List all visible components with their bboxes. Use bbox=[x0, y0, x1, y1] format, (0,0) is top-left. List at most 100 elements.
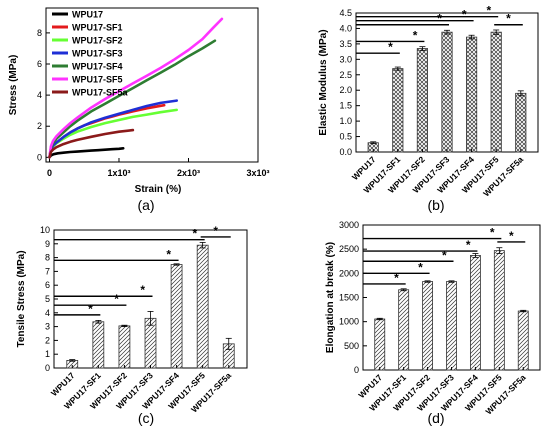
significance-star: * bbox=[140, 283, 145, 297]
significance-star: * bbox=[442, 248, 447, 262]
y-axis-label: Elastic Modulus (MPa) bbox=[318, 29, 329, 135]
y-tick-label: 0.0 bbox=[339, 147, 352, 157]
x-tick-label: 1x10³ bbox=[107, 168, 130, 178]
legend: WPU17 WPU17-SF1 WPU17-SF2 WPU17-SF3 WPU17-SF… bbox=[52, 10, 129, 98]
significance-star: * bbox=[437, 12, 442, 26]
bar bbox=[144, 317, 157, 369]
y-tick-label: 0 bbox=[37, 152, 42, 162]
y-tick-label: 2.5 bbox=[339, 70, 352, 80]
y-axis-label: Stress (MPa) bbox=[8, 55, 19, 116]
y-tick-label: 4 bbox=[37, 90, 42, 100]
bar bbox=[374, 318, 386, 371]
y-tick-label: 8 bbox=[45, 253, 50, 263]
y-tick-label: 1.5 bbox=[339, 101, 352, 111]
legend-label: WPU17-SF5a bbox=[72, 88, 129, 98]
y-tick-label: 4.0 bbox=[339, 23, 352, 33]
y-axis-label: Tensile Stress (MPa) bbox=[16, 250, 27, 347]
series-line-wpu17-sf5 bbox=[48, 17, 224, 159]
series-line-wpu17 bbox=[48, 147, 125, 159]
panel-a: 0 2 4 6 8 Stress (MPa) (a) 0 1x10³ 2x10³ 3x10³ Stra… bbox=[8, 7, 270, 213]
y-tick-label: 0 bbox=[45, 363, 50, 373]
y-tick-label: 1 bbox=[45, 349, 50, 359]
legend-label: WPU17-SF4 bbox=[72, 62, 123, 72]
panel-label: (c) bbox=[138, 410, 154, 426]
panel-label: (a) bbox=[137, 197, 154, 213]
y-tick-label: 1000 bbox=[339, 317, 359, 327]
y-tick-label: 2 bbox=[45, 335, 50, 345]
y-tick-label: 0.5 bbox=[339, 132, 352, 142]
plot-frame bbox=[45, 7, 259, 163]
y-tick-label: 2.0 bbox=[339, 85, 352, 95]
significance-star: * bbox=[114, 292, 119, 306]
panel-label: (d) bbox=[427, 410, 444, 426]
y-tick-label: 4 bbox=[45, 308, 50, 318]
y-tick-label: 1.0 bbox=[339, 116, 352, 126]
significance-star: * bbox=[388, 40, 393, 54]
bar bbox=[422, 281, 434, 371]
y-tick-label: 500 bbox=[344, 341, 359, 351]
y-tick-label: 10 bbox=[40, 225, 50, 235]
y-tick-label: 2500 bbox=[339, 244, 359, 254]
y-tick-label: 3.5 bbox=[339, 39, 352, 49]
y-tick-label: 0 bbox=[354, 365, 359, 375]
y-tick-label: 7 bbox=[45, 266, 50, 276]
y-tick-label: 8 bbox=[37, 28, 42, 38]
significance-star: * bbox=[466, 238, 471, 252]
significance-star: * bbox=[193, 227, 198, 241]
legend-label: WPU17-SF1 bbox=[72, 23, 123, 33]
y-tick-label: 6 bbox=[37, 59, 42, 69]
bar bbox=[517, 310, 529, 371]
x-tick-label: 0 bbox=[47, 168, 52, 178]
x-tick-label: 2x10³ bbox=[177, 168, 200, 178]
significance-star: * bbox=[413, 28, 418, 42]
y-tick-label: 3.0 bbox=[339, 54, 352, 64]
y-tick-label: 2000 bbox=[339, 268, 359, 278]
significance-star: * bbox=[462, 8, 467, 22]
legend-label: WPU17 bbox=[72, 10, 103, 20]
significance-star: * bbox=[213, 224, 218, 238]
y-tick-label: 4.5 bbox=[339, 8, 352, 18]
y-tick-label: 2 bbox=[37, 121, 42, 131]
significance-star: * bbox=[486, 4, 491, 18]
bar bbox=[469, 255, 481, 371]
significance-star: * bbox=[506, 12, 511, 26]
significance-star: * bbox=[394, 271, 399, 285]
bar bbox=[170, 264, 183, 369]
bar bbox=[392, 68, 404, 153]
y-tick-label: 3000 bbox=[339, 220, 359, 230]
series-line-wpu17-sf5a bbox=[48, 128, 135, 159]
bar bbox=[398, 289, 410, 371]
bar bbox=[196, 244, 209, 369]
bar bbox=[416, 48, 428, 153]
y-tick-label: 1500 bbox=[339, 293, 359, 303]
bar bbox=[446, 281, 457, 371]
bar bbox=[466, 36, 478, 153]
significance-star: * bbox=[418, 260, 423, 274]
panel-d: 0 500 1000 1500 2000 2500 3000 Elongation at br… bbox=[325, 220, 541, 426]
panel-b: 0.0 0.5 1.0 1.5 2.0 2.5 3.0 3.5 4.0 4.5 Elastic Mo… bbox=[318, 4, 539, 213]
legend-label: WPU17-SF2 bbox=[72, 36, 123, 46]
x-axis-label: Strain (%) bbox=[135, 184, 182, 195]
bar bbox=[118, 325, 131, 369]
bar bbox=[92, 321, 105, 369]
bar bbox=[490, 31, 502, 153]
legend-label: WPU17-SF3 bbox=[72, 49, 123, 59]
x-tick-label: 3x10³ bbox=[246, 168, 269, 178]
y-tick-label: 5 bbox=[45, 294, 50, 304]
significance-star: * bbox=[88, 302, 93, 316]
y-tick-label: 3 bbox=[45, 322, 50, 332]
significance-star: * bbox=[166, 247, 171, 261]
significance-star: * bbox=[509, 229, 514, 243]
y-axis-label: Elongation at break (%) bbox=[325, 242, 336, 353]
bar bbox=[441, 31, 453, 153]
panel-label: (b) bbox=[427, 197, 444, 213]
y-tick-label: 6 bbox=[45, 280, 50, 290]
y-tick-label: 9 bbox=[45, 239, 50, 249]
bar bbox=[493, 250, 505, 371]
significance-star: * bbox=[490, 226, 495, 240]
bar bbox=[515, 92, 527, 153]
legend-label: WPU17-SF5 bbox=[72, 75, 123, 85]
series-line-wpu17-sf4 bbox=[48, 39, 217, 159]
